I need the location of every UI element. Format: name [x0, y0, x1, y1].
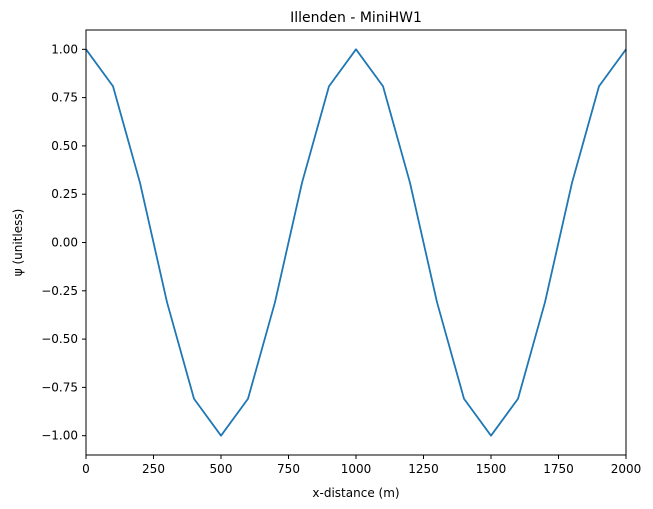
- y-tick-label: 0.00: [51, 236, 78, 250]
- x-tick-label: 1750: [543, 462, 574, 476]
- y-axis-ticks: −1.00 −0.75 −0.50 −0.25 0.00 0.25 0.50 0.75 1.00: [41, 42, 86, 443]
- x-tick-label: 2000: [611, 462, 642, 476]
- y-tick-label: 1.00: [51, 42, 78, 56]
- x-tick-label: 1000: [341, 462, 372, 476]
- y-tick-label: −0.25: [41, 284, 78, 298]
- x-tick-label: 1250: [408, 462, 439, 476]
- x-tick-label: 250: [142, 462, 165, 476]
- chart-title: Illenden - MiniHW1: [290, 10, 422, 26]
- x-axis-ticks: 0 250 500 750 1000 1250 1500 1750 2000: [82, 455, 641, 476]
- series-line-0: [85, 48, 627, 437]
- x-axis-label: x-distance (m): [312, 486, 399, 500]
- y-tick-label: 0.50: [51, 139, 78, 153]
- y-tick-label: 0.75: [51, 91, 78, 105]
- plot-frame: [85, 29, 627, 456]
- x-tick-label: 500: [210, 462, 233, 476]
- y-tick-label: 0.25: [51, 187, 78, 201]
- x-tick-label: 1500: [476, 462, 507, 476]
- y-axis-label: ψ (unitless): [11, 209, 25, 277]
- y-tick-label: −1.00: [41, 429, 78, 443]
- y-tick-label: −0.75: [41, 380, 78, 394]
- plot-area: [85, 48, 627, 437]
- y-tick-label: −0.50: [41, 332, 78, 346]
- x-tick-label: 0: [82, 462, 90, 476]
- x-tick-label: 750: [277, 462, 300, 476]
